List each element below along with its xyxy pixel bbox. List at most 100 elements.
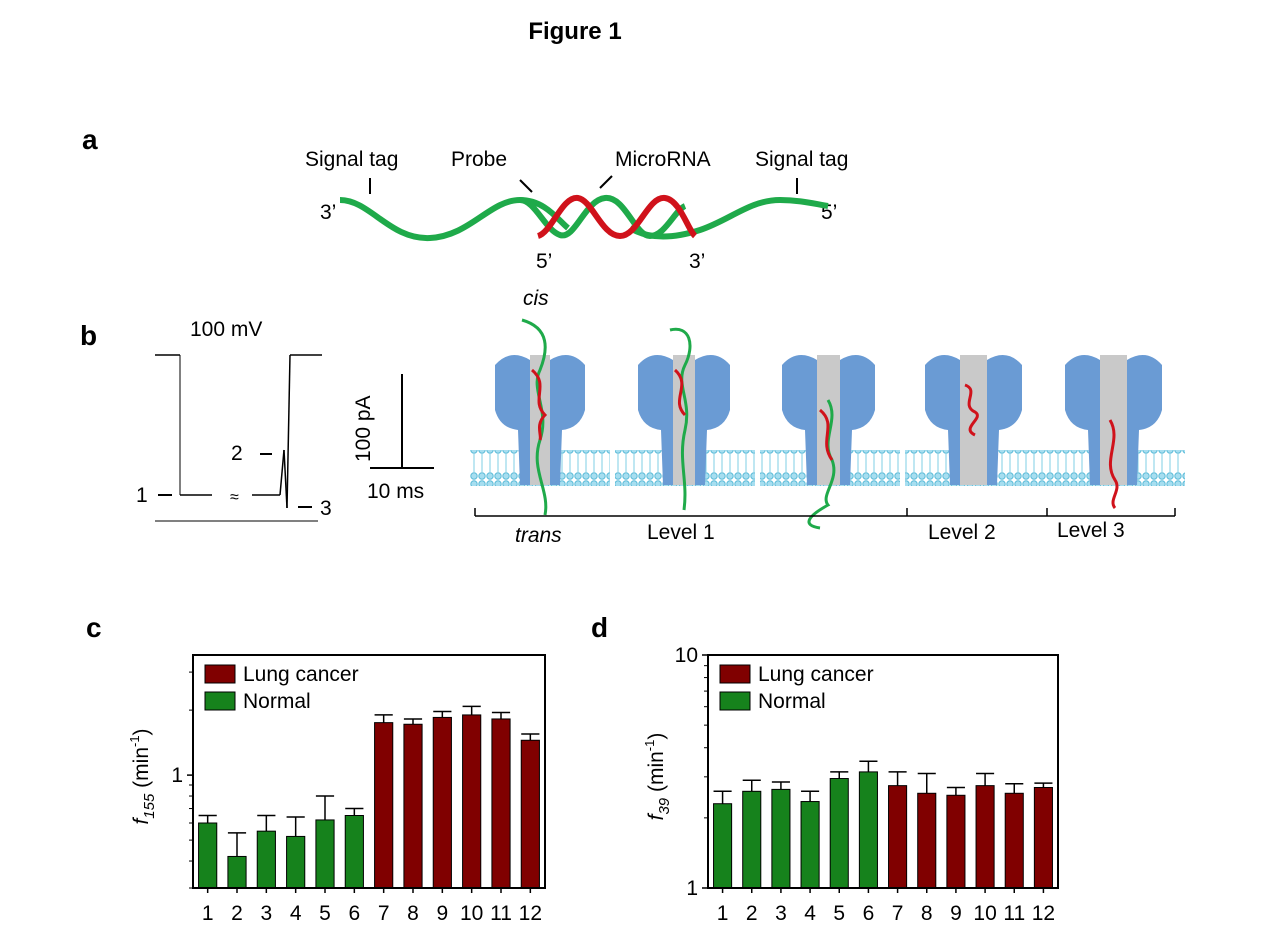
figure-title: Figure 1 [528,18,622,45]
time-scale-label: 10 ms [367,480,425,503]
panel-label-c: c [86,612,102,643]
x-tick-label-9: 9 [950,902,962,925]
x-tick-label-8: 8 [407,902,419,925]
x-tick-label-9: 9 [436,902,448,925]
level-1-label: Level 1 [647,521,715,544]
x-tick-label-8: 8 [921,902,933,925]
level-3-label: Level 3 [1057,519,1125,542]
y-axis-label: f39 (min-1) [642,733,673,821]
bar-12 [1033,786,1053,889]
pore-3 [760,355,900,530]
trace-level-2-label: 2 [231,442,243,465]
x-tick-label-6: 6 [348,902,360,925]
legend-swatch-0 [719,664,751,684]
level-bracket [474,508,1176,517]
x-tick-label-12: 12 [1032,902,1055,925]
trans-label: trans [515,524,562,547]
microrna-strand [536,195,698,240]
end-5-bottom-label: 5’ [536,250,553,273]
bar-11 [1004,792,1024,889]
y-axis-label: f155 (min-1) [127,728,158,824]
legend-label-1: Normal [243,690,311,713]
y-tick-label-1: 1 [171,764,183,787]
bar-6 [344,815,364,889]
legend-label-0: Lung cancer [243,663,359,686]
x-tick-label-4: 4 [290,902,302,925]
pore-1 [470,318,610,516]
pore-2 [615,327,755,511]
x-tick-label-1: 1 [202,902,214,925]
x-tick-label-10: 10 [460,902,483,925]
plot-frame [707,654,1059,889]
bar-10 [462,714,482,889]
bar-8 [403,723,423,889]
signal-tag-left-label: Signal tag [305,148,399,171]
bar-4 [800,801,820,889]
end-3-left-label: 3’ [320,201,337,224]
trace-level-1-label: 1 [136,484,148,507]
legend-swatch-1 [204,691,236,711]
x-tick-label-1: 1 [717,902,729,925]
bar-12 [520,739,540,889]
current-trace: ≈ [155,354,322,522]
y-tick-label-10: 10 [675,644,698,667]
bar-9 [432,716,452,889]
bar-7 [888,785,908,889]
x-tick-label-12: 12 [519,902,542,925]
scale-bar [370,374,434,469]
bar-5 [829,778,849,889]
probe-strand-right [628,196,829,240]
pore-4 [905,355,1045,486]
end-3-bottom-label: 3’ [689,250,706,273]
trace-level-3-label: 3 [320,497,332,520]
x-tick-label-3: 3 [775,902,787,925]
bar-3 [771,788,791,889]
x-tick-label-3: 3 [260,902,272,925]
x-tick-label-5: 5 [833,902,845,925]
level-2-label: Level 2 [928,521,996,544]
bar-8 [917,792,937,889]
y-tick-label-1: 1 [686,877,698,900]
bar-6 [858,771,878,889]
cis-label: cis [523,287,549,310]
x-tick-label-4: 4 [804,902,816,925]
current-scale-label: 100 pA [352,395,375,462]
x-tick-label-6: 6 [863,902,875,925]
panel-label-b: b [80,320,98,351]
bar-4 [286,835,306,889]
plot-frame [192,654,546,889]
x-tick-label-2: 2 [231,902,243,925]
bar-2 [227,855,247,889]
bar-1 [198,822,218,889]
bar-11 [491,718,511,889]
legend-swatch-1 [719,691,751,711]
legend-swatch-0 [204,664,236,684]
probe-label: Probe [451,148,508,171]
panel-label-a: a [82,124,98,155]
pore-5 [1045,355,1185,509]
bar-2 [742,790,762,889]
legend-label-0: Lung cancer [758,663,874,686]
nanopore-illustrations [470,318,1185,530]
x-tick-label-2: 2 [746,902,758,925]
bar-1 [713,803,733,889]
legend-label-1: Normal [758,690,826,713]
x-tick-label-11: 11 [1003,902,1025,925]
bar-3 [256,830,276,889]
x-tick-label-11: 11 [490,902,512,925]
microrna-label: MicroRNA [615,148,711,171]
panel-label-d: d [591,612,609,643]
x-tick-label-7: 7 [378,902,390,925]
signal-tag-right-label: Signal tag [755,148,849,171]
duplex-schematic [339,175,829,242]
x-tick-label-10: 10 [973,902,996,925]
probe-strand-left [339,196,570,242]
bar-10 [975,785,995,889]
voltage-label: 100 mV [190,318,263,341]
svg-text:≈: ≈ [230,489,239,506]
bar-9 [946,794,966,889]
x-tick-label-5: 5 [319,902,331,925]
x-tick-label-7: 7 [892,902,904,925]
